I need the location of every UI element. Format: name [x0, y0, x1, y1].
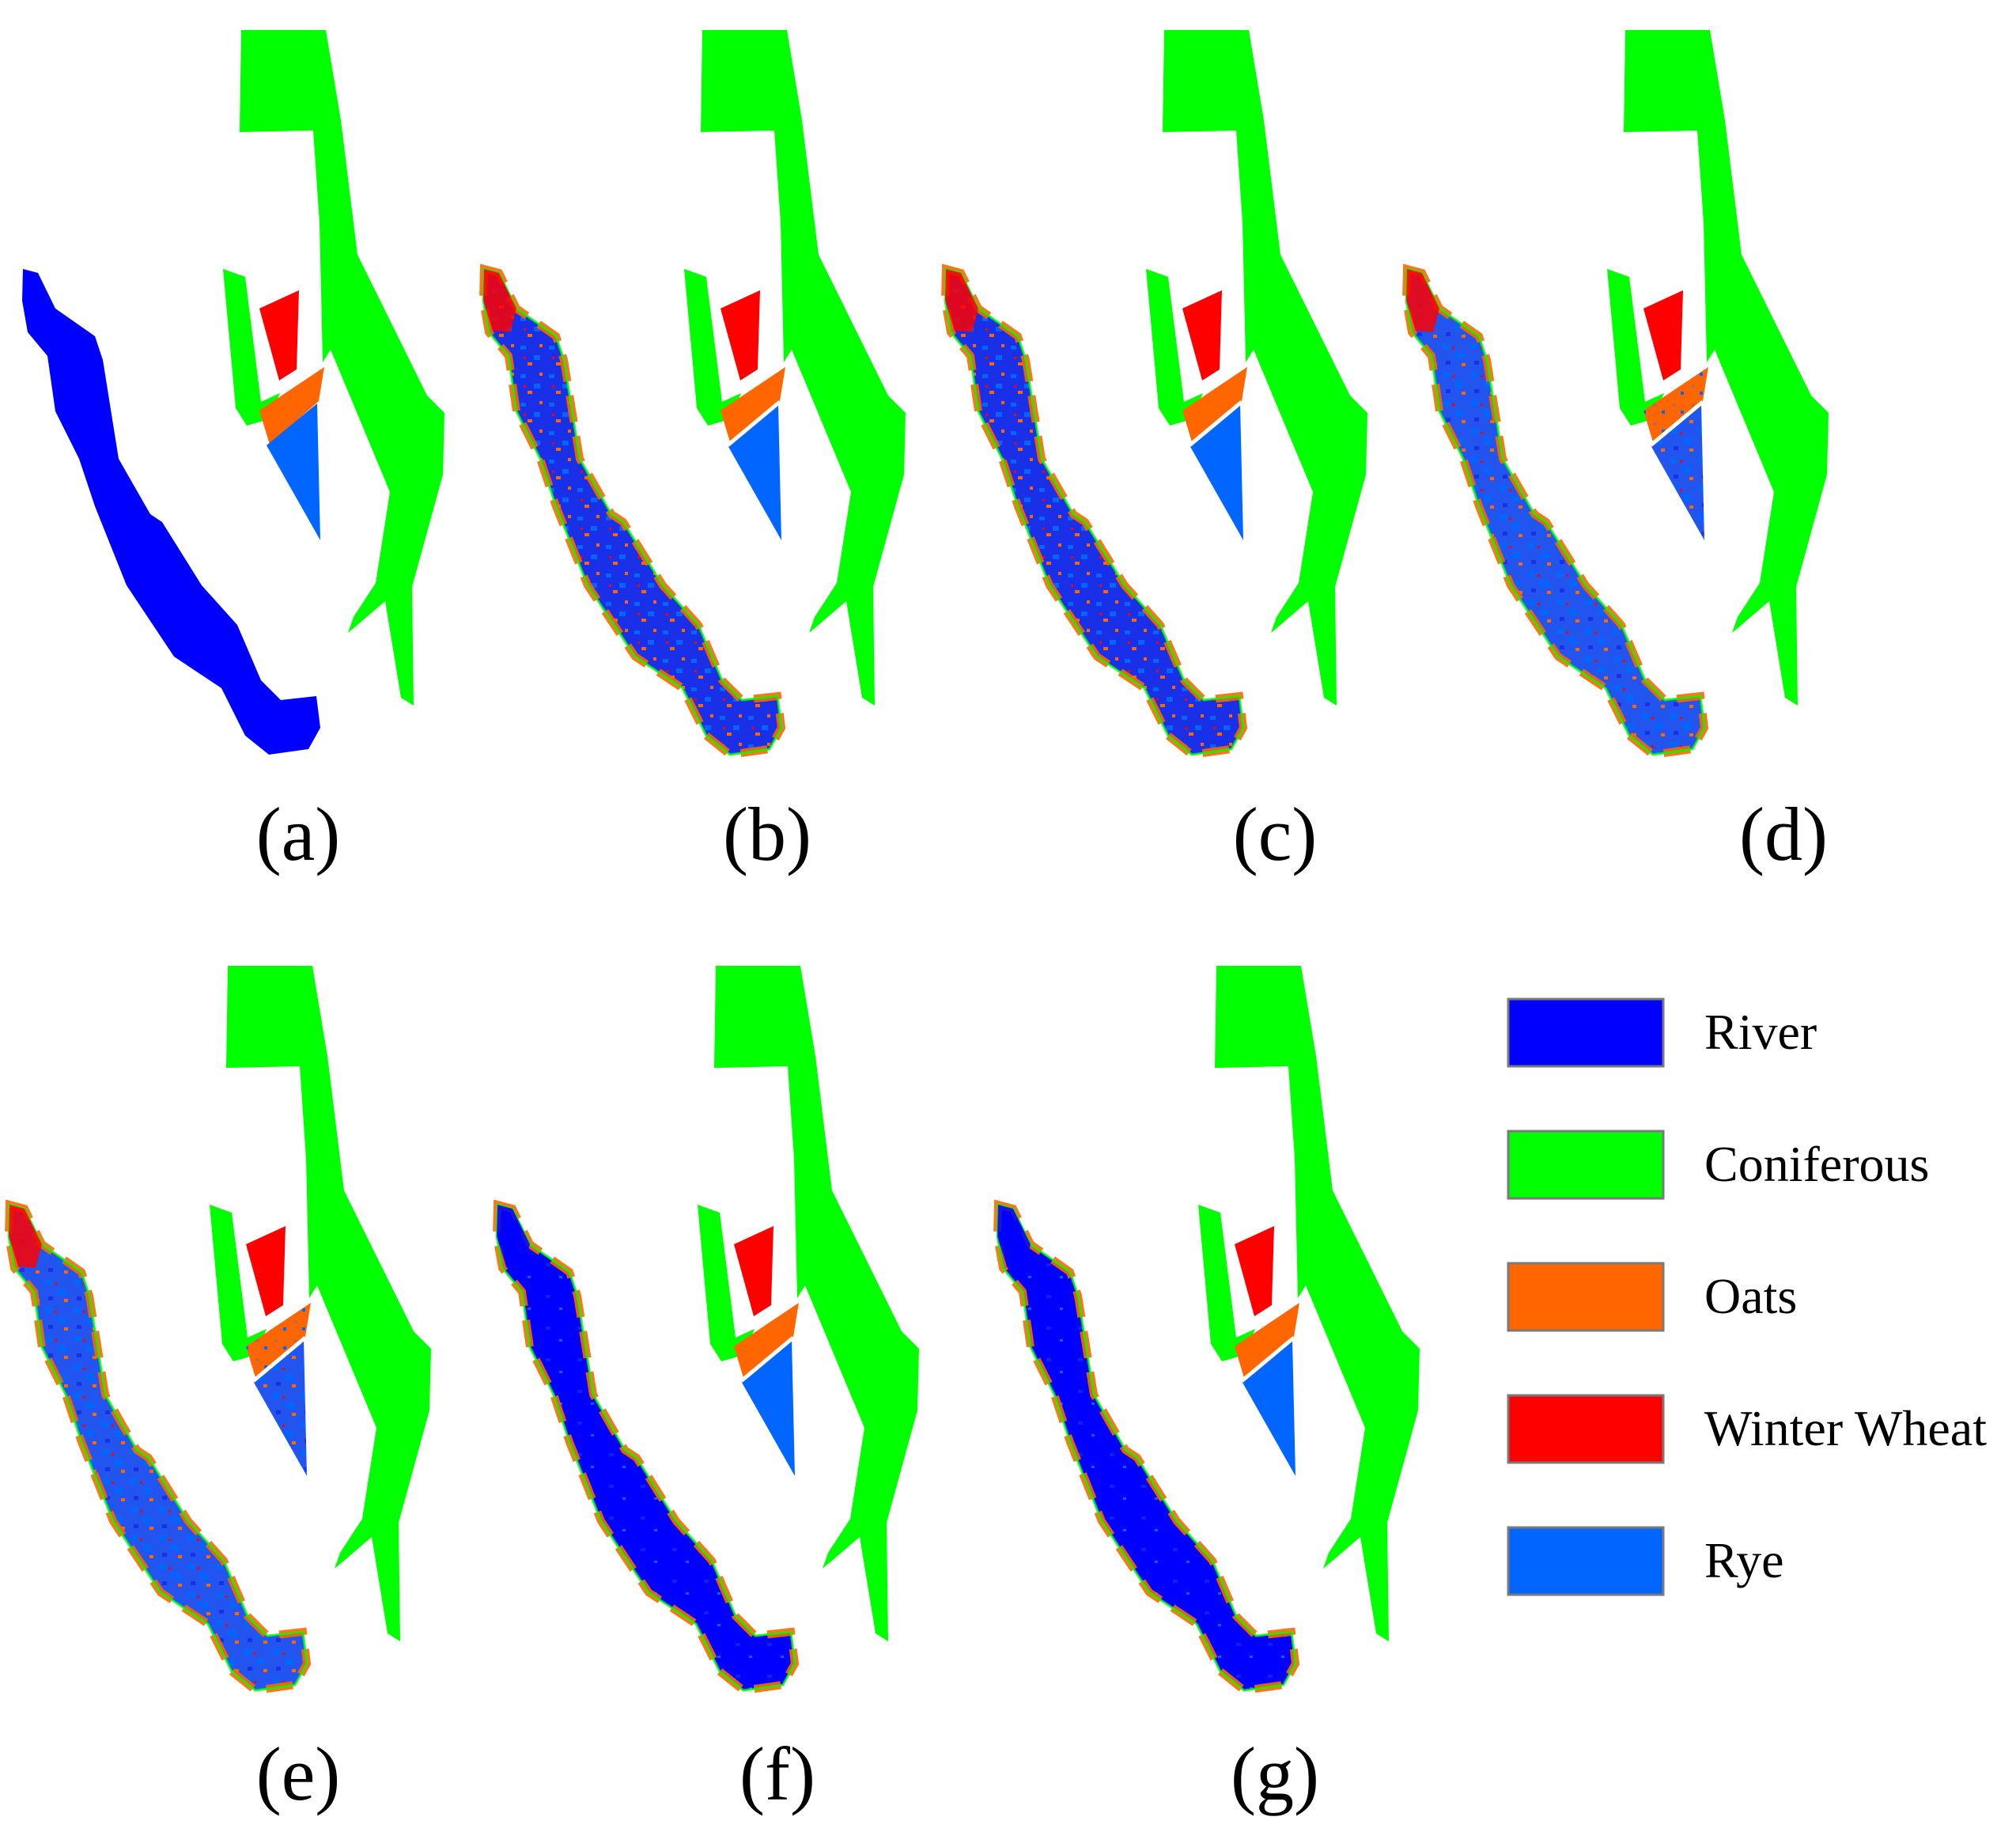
river-region: [483, 269, 781, 755]
oats-rye-divider: [739, 1336, 795, 1383]
panel-a-map: [22, 30, 444, 755]
legend-label-rye: Rye: [1704, 1532, 1784, 1588]
panel-b-label: (b): [723, 792, 811, 876]
panel-c-map: [940, 30, 1367, 759]
river-edge-outline: [1405, 267, 1706, 756]
legend: River Coniferous Oats Winter Wheat Rye: [1507, 997, 1987, 1596]
legend-swatch-river: [1507, 997, 1665, 1068]
legend-label-oats: Oats: [1704, 1268, 1797, 1324]
coniferous-left-region: [223, 269, 280, 426]
oats-region: [1643, 367, 1708, 445]
coniferous-left-region: [1607, 269, 1664, 426]
river-edge-outline: [7, 1203, 308, 1692]
coniferous-forest-region: [701, 30, 906, 706]
rye-region: [1651, 403, 1704, 540]
winter-wheat-region: [734, 1226, 773, 1316]
rye-region: [728, 403, 781, 540]
river-head-region: [997, 1205, 1031, 1268]
oats-rye-divider: [252, 1336, 307, 1383]
panel-e-map: [4, 966, 431, 1695]
river-head-region: [483, 269, 516, 332]
panel-c-label: (c): [1233, 792, 1318, 876]
oats-region: [1182, 367, 1247, 445]
coniferous-forest-region: [714, 966, 919, 1641]
oats-rye-divider: [1188, 400, 1243, 447]
panel-d-map: [1401, 30, 1829, 759]
river-head-region: [945, 269, 978, 332]
rye-region: [1190, 403, 1243, 540]
winter-wheat-region: [1643, 290, 1683, 380]
river-region: [9, 1205, 307, 1690]
oats-rye-divider: [726, 400, 781, 447]
oats-region: [246, 1303, 311, 1380]
winter-wheat-region: [1182, 290, 1222, 380]
winter-wheat-region: [246, 1226, 286, 1316]
panel-b-map: [478, 30, 906, 759]
panel-f-map: [492, 966, 919, 1695]
panel-e-label: (e): [256, 1732, 341, 1816]
winter-wheat-region: [259, 290, 299, 380]
panel-g-map: [993, 966, 1420, 1695]
river-region: [945, 269, 1243, 755]
river-region: [997, 1205, 1295, 1690]
coniferous-left-region: [1198, 1205, 1255, 1361]
oats-region: [259, 367, 324, 445]
coniferous-forest-region: [1215, 966, 1420, 1641]
river-edge-outline: [944, 267, 1245, 756]
legend-swatch-oats: [1507, 1262, 1665, 1332]
coniferous-left-region: [1146, 269, 1203, 426]
legend-swatch-rye: [1507, 1526, 1665, 1596]
river-head-region: [497, 1205, 530, 1268]
panel-g-label: (g): [1231, 1732, 1319, 1816]
river-region: [22, 269, 320, 755]
legend-label-winter-wheat: Winter Wheat: [1704, 1400, 1987, 1456]
river-edge-outline: [996, 1203, 1297, 1692]
coniferous-left-region: [210, 1205, 267, 1361]
river-edge-outline: [495, 1203, 796, 1692]
river-region: [497, 1205, 795, 1690]
oats-region: [1235, 1303, 1299, 1380]
coniferous-forest-region: [226, 966, 431, 1641]
river-head-region: [1406, 269, 1439, 332]
coniferous-forest-region: [240, 30, 444, 706]
coniferous-forest-region: [1624, 30, 1829, 706]
winter-wheat-region: [1235, 1226, 1274, 1316]
oats-rye-divider: [1649, 400, 1704, 447]
panel-a-label: (a): [256, 792, 341, 876]
legend-swatch-coniferous: [1507, 1130, 1665, 1200]
river-edge-outline: [482, 267, 783, 756]
river-region: [1406, 269, 1704, 755]
coniferous-left-region: [698, 1205, 755, 1361]
river-head-region: [9, 1205, 42, 1268]
legend-label-river: River: [1704, 1004, 1817, 1060]
panel-d-label: (d): [1739, 792, 1828, 876]
panel-f-label: (f): [739, 1732, 815, 1816]
rye-region: [253, 1339, 307, 1476]
rye-region: [267, 403, 320, 540]
rye-region: [1242, 1339, 1295, 1476]
winter-wheat-region: [721, 290, 760, 380]
legend-label-coniferous: Coniferous: [1704, 1136, 1929, 1192]
coniferous-forest-region: [1163, 30, 1367, 706]
oats-region: [734, 1303, 799, 1380]
coniferous-left-region: [684, 269, 741, 426]
legend-swatch-winter-wheat: [1507, 1394, 1665, 1464]
oats-rye-divider: [1240, 1336, 1295, 1383]
rye-region: [741, 1339, 795, 1476]
oats-region: [721, 367, 785, 445]
